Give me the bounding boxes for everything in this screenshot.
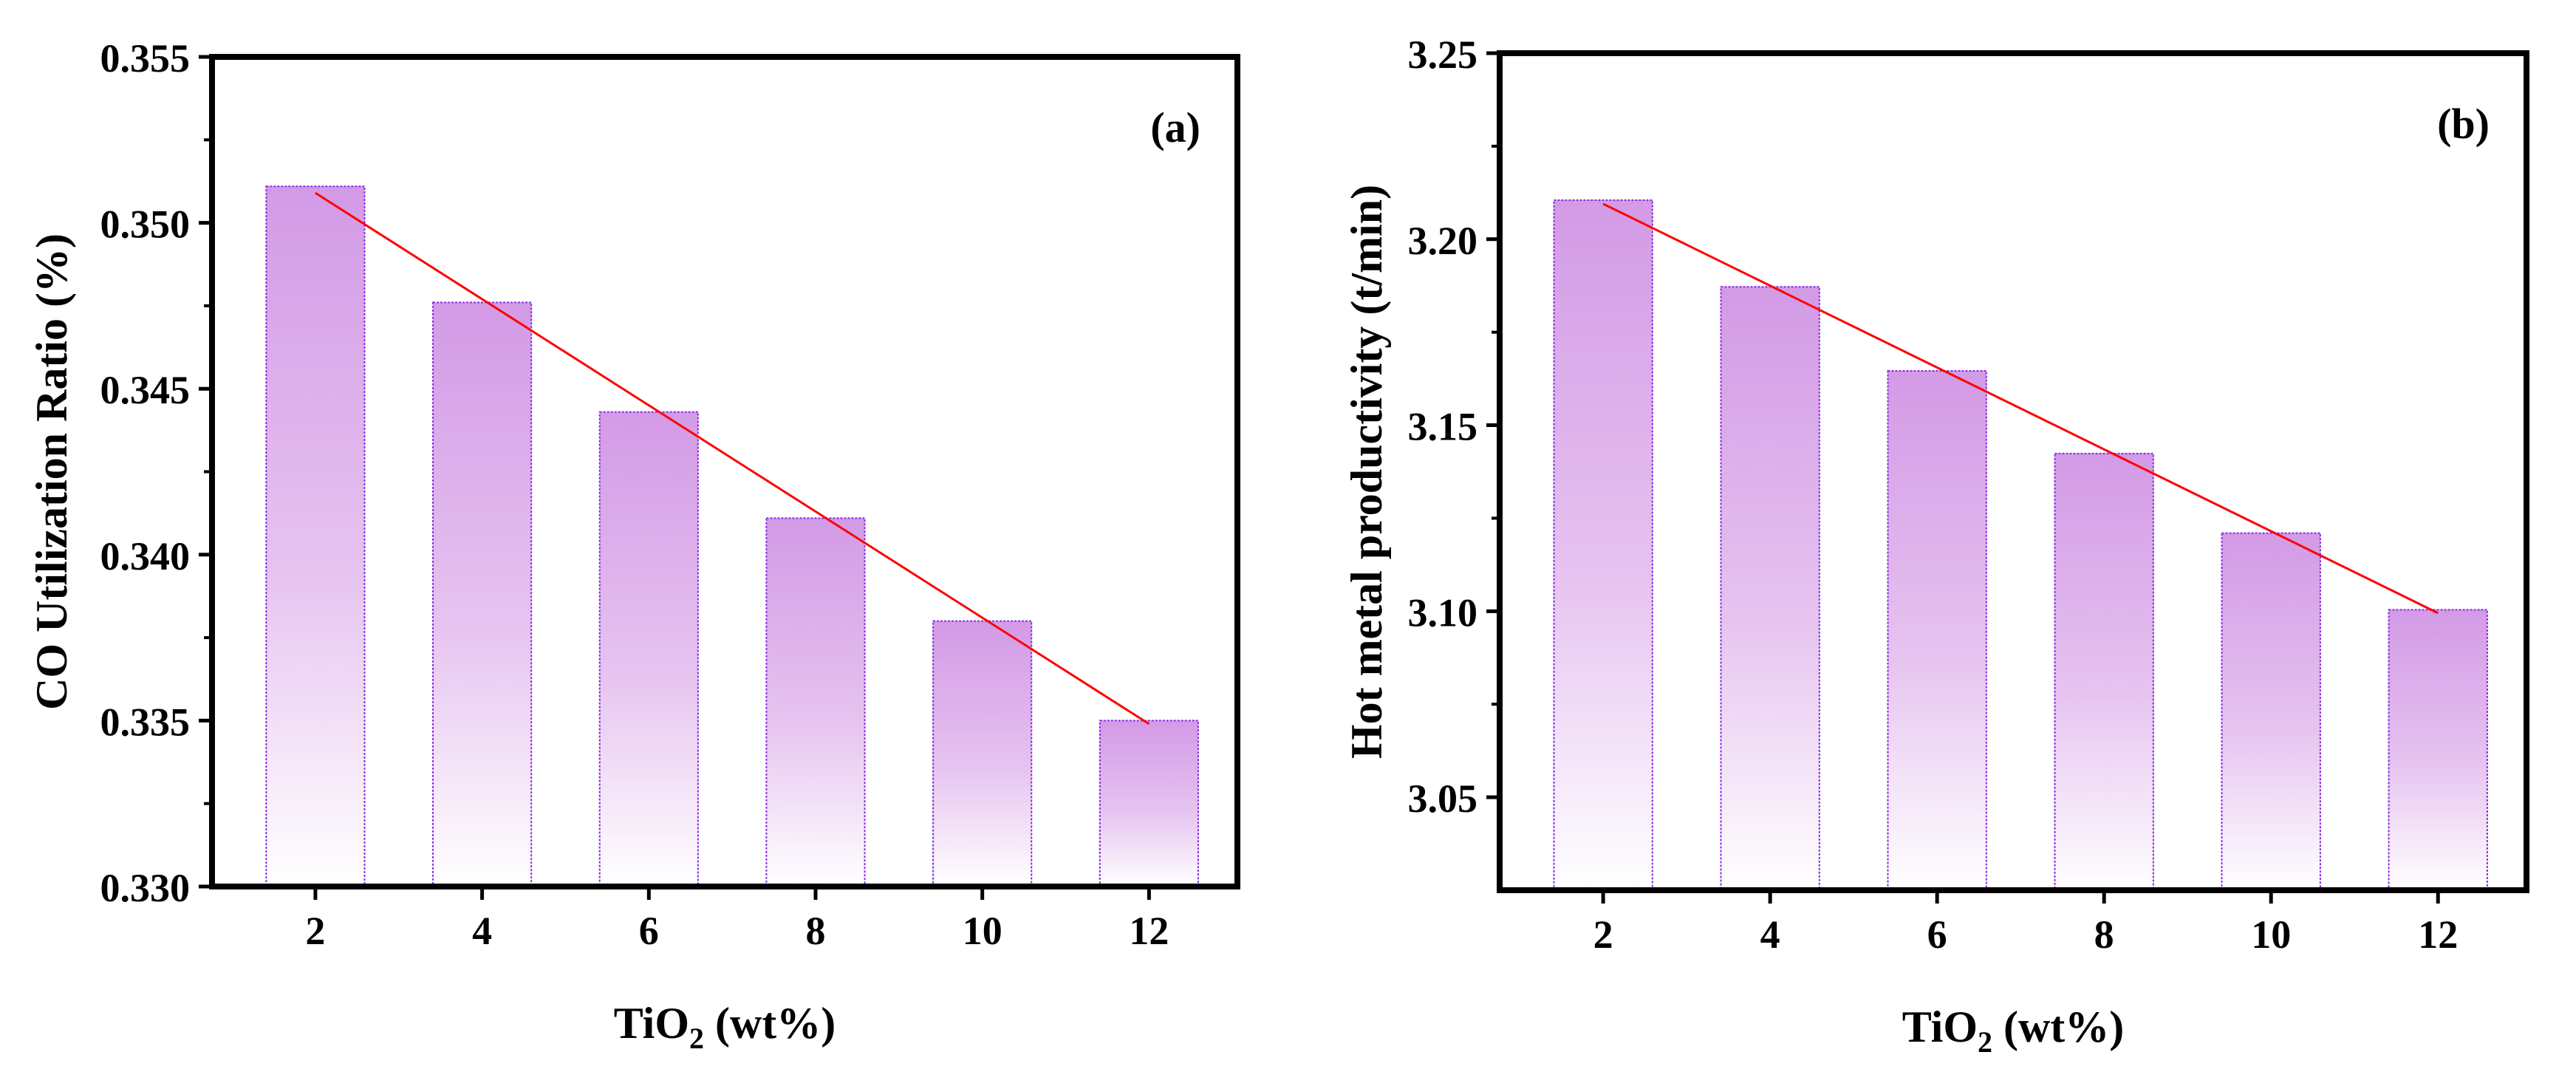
x-tick-label-a: 12: [1129, 909, 1169, 953]
bar-b-2: [1553, 199, 1653, 892]
y-tick-label-a: 0.355: [100, 36, 191, 81]
y-tick-label-a: 0.350: [100, 202, 191, 247]
panel-label-b: (b): [2437, 100, 2490, 148]
bar-b-10: [2221, 532, 2321, 891]
y-tick-label-a: 0.335: [100, 700, 191, 744]
y-tick-label-b: 3.05: [1408, 776, 1478, 821]
y-tick-label-a: 0.345: [100, 368, 191, 412]
y-tick-label-b: 3.20: [1408, 219, 1478, 263]
x-tick-label-b: 8: [2094, 912, 2114, 957]
x-tick-label-a: 10: [963, 909, 1002, 953]
panel-a: 0.330 0.335 0.340 0.345 0.350 0.355 2 4 6 8 10 12 (a…: [27, 36, 1240, 1055]
trend-line-a: [315, 191, 1150, 725]
bar-b-8: [2054, 452, 2154, 891]
bar-a-2: [265, 185, 366, 888]
x-tick-label-b: 10: [2251, 912, 2291, 957]
x-tick-label-a: 6: [639, 909, 659, 953]
x-tick-label-a: 2: [305, 909, 325, 953]
bar-a-6: [598, 411, 699, 887]
y-tick-label-b: 3.15: [1408, 405, 1478, 449]
y-tick-label-b: 3.10: [1408, 590, 1478, 635]
y-axis-title-a: CO Utilization Ratio (%): [27, 233, 76, 710]
x-tick-label-a: 8: [806, 909, 826, 953]
x-axis-title-a: TiO2 (wt%): [614, 999, 836, 1055]
y-tick-label-a: 0.330: [100, 866, 191, 910]
bar-a-12: [1099, 720, 1199, 888]
x-tick-label-b: 4: [1760, 912, 1780, 957]
bar-b-6: [1887, 370, 1987, 891]
plot-frame-b: [1497, 50, 2529, 893]
y-axis-title-b: Hot metal productivity (t/min): [1342, 185, 1391, 759]
trend-line-b: [1602, 202, 2439, 615]
x-axis-title-b: TiO2 (wt%): [1902, 1003, 2125, 1059]
x-tick-label-b: 12: [2418, 912, 2458, 957]
bar-a-8: [765, 517, 866, 887]
x-tick-label-b: 6: [1927, 912, 1947, 957]
plot-frame-a: [209, 54, 1240, 889]
panel-label-a: (a): [1150, 103, 1200, 151]
bar-a-10: [932, 620, 1033, 887]
bar-b-4: [1720, 286, 1820, 891]
bar-b-12: [2388, 609, 2488, 891]
panel-b: 3.05 3.10 3.15 3.20 3.25 2 4 6 8 10 12 (b) TiO2 (wt%…: [1342, 33, 2529, 1059]
x-tick-label-a: 4: [472, 909, 492, 953]
y-tick-label-a: 0.340: [100, 534, 191, 578]
x-tick-label-b: 2: [1593, 912, 1613, 957]
bar-a-4: [432, 301, 533, 887]
y-tick-label-b: 3.25: [1408, 33, 1478, 77]
